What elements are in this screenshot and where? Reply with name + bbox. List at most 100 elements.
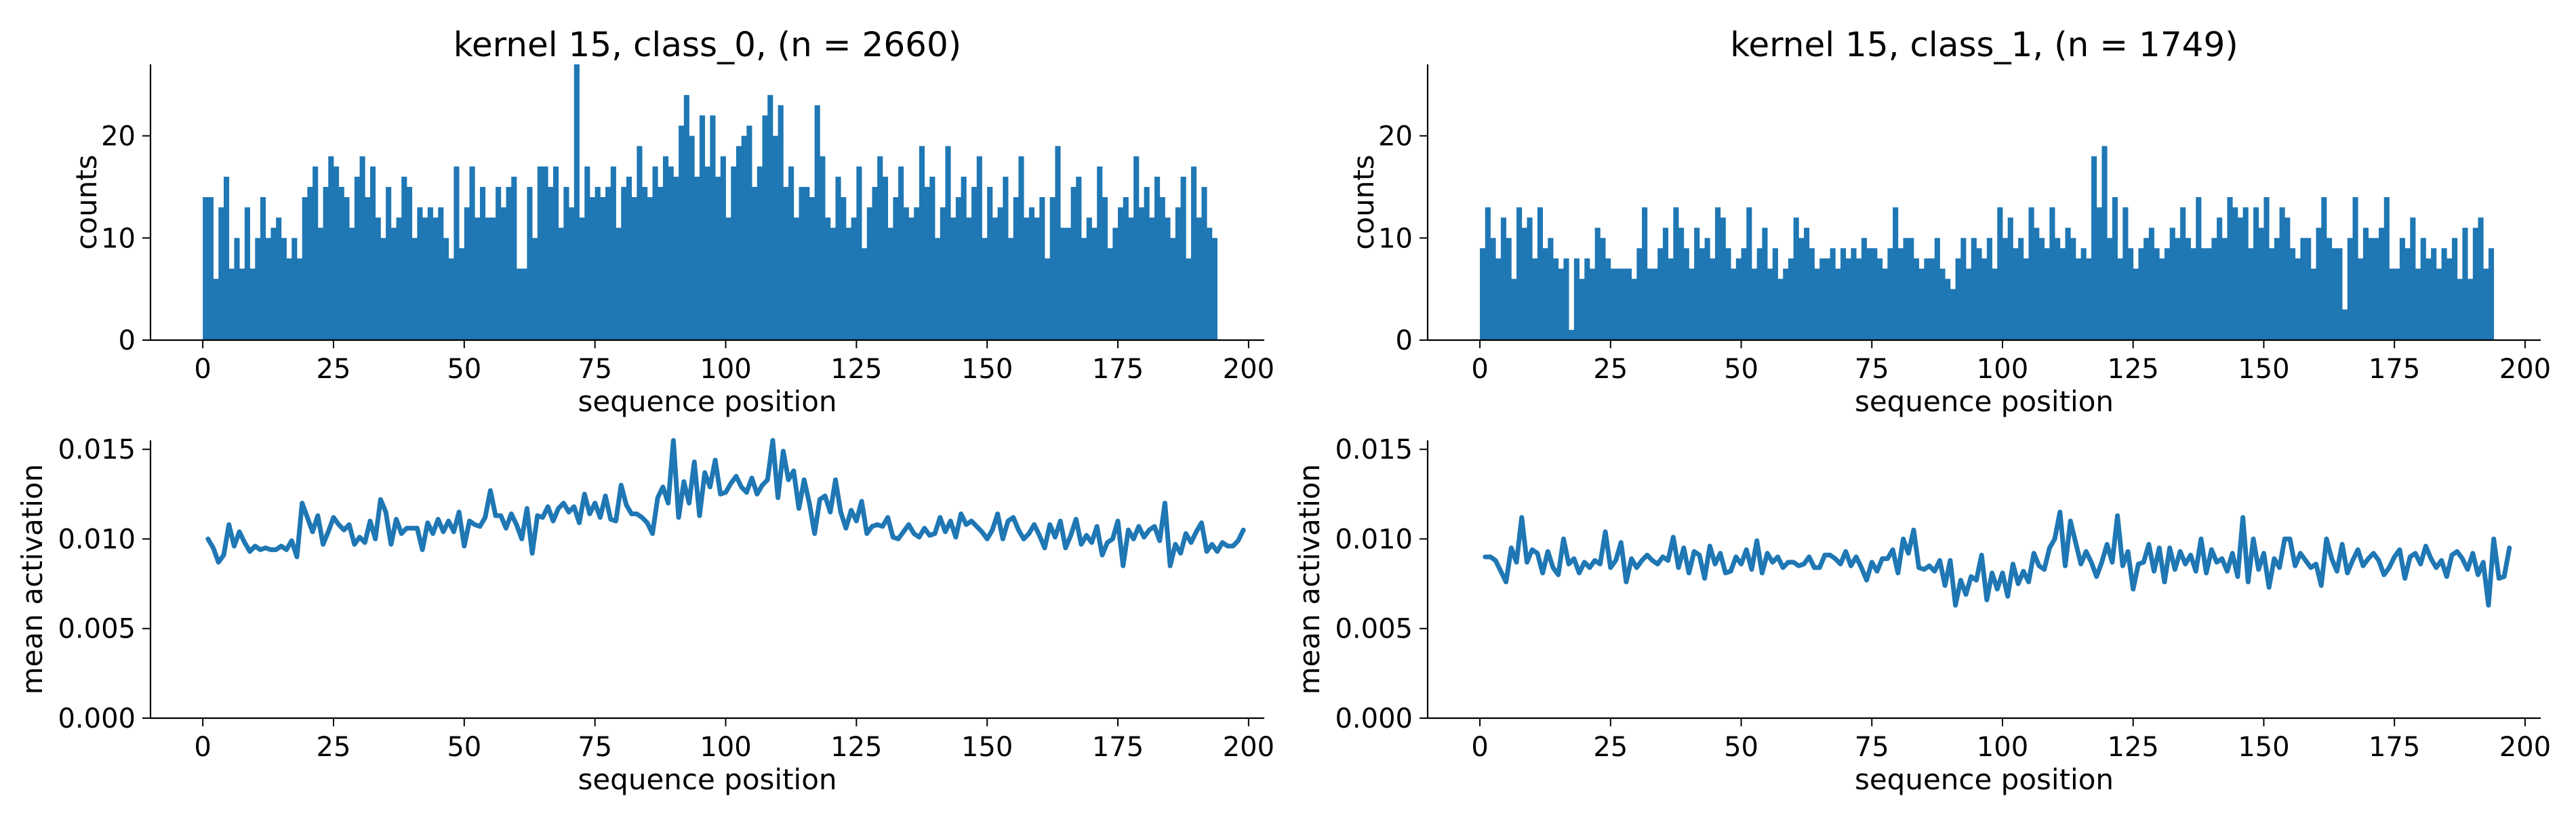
panel2-bar: [2227, 196, 2233, 340]
panel2-bar: [1673, 207, 1679, 340]
panel1-bar: [469, 166, 475, 341]
panel2-bar: [1939, 268, 1946, 340]
panel2-bar: [2023, 258, 2029, 340]
panel1-bar: [454, 166, 460, 341]
panel1-bar: [307, 186, 313, 340]
panel1-bar: [1024, 217, 1030, 340]
panel2-bar: [1668, 258, 1674, 340]
panel1-bar: [589, 196, 596, 340]
panel2-bar: [1589, 268, 1596, 340]
panel2-bar: [2285, 217, 2291, 340]
panel1-bar: [1102, 196, 1108, 340]
panel3-series-line: [205, 438, 1246, 568]
panel1-bar: [715, 176, 721, 340]
panel2-bar: [1573, 258, 1579, 340]
panel2-bar: [1678, 228, 1685, 340]
panel1-bar: [521, 268, 527, 340]
panel2-bar: [1532, 258, 1538, 340]
panel1-bar: [804, 186, 810, 340]
panel2-bar: [1553, 258, 1559, 340]
panel1-bar: [704, 166, 710, 341]
panel2-bar: [2420, 238, 2426, 340]
panel2-bar: [1600, 238, 1606, 340]
panel1-bar: [443, 238, 449, 340]
panel1-x-tick-label: 175: [1092, 354, 1144, 385]
panel1-bar: [731, 166, 737, 341]
panel1-bar: [851, 217, 857, 340]
panel2-bar: [1945, 278, 1951, 340]
panel1-bar: [1186, 258, 1192, 340]
panel1-bar: [935, 238, 941, 340]
panel1-bar: [621, 186, 627, 340]
panel1-bar: [438, 207, 444, 340]
panel2-bar: [1986, 238, 1992, 340]
panel1-x-tick-label: 200: [1223, 354, 1274, 385]
panel2-bar: [2200, 248, 2207, 340]
panel2-bar: [1756, 248, 1763, 340]
panel2-bar: [1741, 248, 1747, 340]
panel2-bar: [2242, 207, 2249, 340]
panel2-bar: [1918, 268, 1925, 340]
panel1-bar: [291, 238, 298, 340]
panel1-bar: [479, 186, 486, 340]
panel2-bar: [2169, 228, 2175, 340]
panel1-bar: [1076, 176, 1082, 340]
panel1-bar: [532, 238, 538, 340]
panel1-bar: [626, 176, 632, 340]
panel3-x-tick-label: 100: [700, 732, 751, 763]
panel2-bar: [1981, 258, 1988, 340]
panel1-bar: [1028, 207, 1034, 340]
panel2-bar: [1720, 217, 1726, 340]
panel1-x-tick-label: 150: [961, 354, 1013, 385]
panel3-x-tick-label: 150: [961, 732, 1013, 763]
panel3-y-tick-label: 0.015: [58, 434, 136, 465]
panel4-y-tick-label: 0.005: [1335, 614, 1413, 645]
panel1-bar: [908, 217, 914, 340]
panel2-bar: [2468, 278, 2474, 340]
panel2-bar: [1960, 238, 1967, 340]
panel1-bar: [490, 217, 496, 340]
panel2-bar: [1772, 248, 1778, 340]
panel2-bar: [2018, 238, 2024, 340]
panel2-bar: [1569, 329, 1575, 340]
panel1-bar: [793, 217, 799, 340]
panel1-bar: [213, 278, 219, 340]
panel2-bar: [1908, 238, 1914, 340]
panel1-bar: [845, 228, 852, 340]
panel2-bar: [2389, 268, 2395, 340]
panel2-bar: [1610, 268, 1616, 340]
panel1-bar: [1070, 186, 1076, 340]
panel2-bar: [1851, 248, 1857, 340]
panel2-bar: [1621, 268, 1627, 340]
panel2-bar: [2483, 268, 2489, 340]
panel1-bar: [616, 228, 622, 340]
panel2-bar: [1605, 258, 1611, 340]
panel1-bar: [375, 217, 381, 340]
panel3-x-tick-label: 175: [1092, 732, 1144, 763]
panel2-bar: [1866, 248, 1872, 340]
panel1-bar: [893, 196, 899, 340]
panel3-x-tick-label: 0: [194, 732, 211, 763]
panel2-bar: [2185, 238, 2191, 340]
panel2-bar: [1714, 207, 1721, 340]
panel2-bar: [1955, 258, 1961, 340]
panel3-x-axis-label: sequence position: [578, 763, 837, 796]
panel1-bar: [1154, 176, 1161, 340]
panel1-bar: [1039, 196, 1045, 340]
panel1-bar: [783, 186, 789, 340]
panel1-bar: [234, 238, 240, 340]
panel2-bar: [1804, 228, 1810, 340]
panel1-x-tick-label: 50: [447, 354, 481, 385]
panel2-bar: [1793, 217, 1799, 340]
panel2-bar: [2038, 238, 2045, 340]
panel1-bar: [987, 186, 993, 340]
panel1-bar: [788, 166, 794, 341]
panel1-bar: [940, 207, 946, 340]
panel1-bar: [1045, 258, 1051, 340]
panel2-bar: [2154, 248, 2160, 340]
panel2-bar: [2221, 238, 2228, 340]
panel2-bar: [1527, 217, 1533, 340]
panel1-bar: [313, 166, 319, 341]
panel1-bar: [631, 196, 637, 340]
